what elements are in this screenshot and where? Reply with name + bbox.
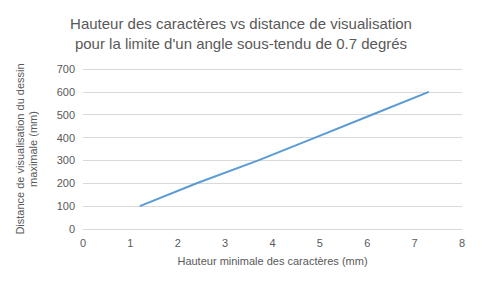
svg-text:400: 400 — [57, 132, 75, 144]
svg-text:Distance de visualisation du d: Distance de visualisation du dessin — [14, 63, 26, 234]
svg-text:0: 0 — [80, 237, 86, 249]
svg-text:6: 6 — [364, 237, 370, 249]
svg-text:maximale (mm): maximale (mm) — [27, 111, 39, 187]
svg-text:Hauteur des caractères vs dist: Hauteur des caractères vs distance de vi… — [70, 15, 412, 32]
svg-text:600: 600 — [57, 86, 75, 98]
svg-text:3: 3 — [222, 237, 228, 249]
svg-text:200: 200 — [57, 177, 75, 189]
svg-text:500: 500 — [57, 109, 75, 121]
svg-text:0: 0 — [69, 223, 75, 235]
svg-text:300: 300 — [57, 154, 75, 166]
svg-text:1: 1 — [127, 237, 133, 249]
svg-text:Hauteur minimale des caractère: Hauteur minimale des caractères (mm) — [177, 255, 367, 267]
svg-text:8: 8 — [459, 237, 465, 249]
svg-text:5: 5 — [317, 237, 323, 249]
svg-text:2: 2 — [175, 237, 181, 249]
svg-text:700: 700 — [57, 63, 75, 75]
svg-text:4: 4 — [269, 237, 275, 249]
svg-text:pour la limite d'un angle sous: pour la limite d'un angle sous-tendu de … — [75, 35, 407, 52]
svg-text:7: 7 — [412, 237, 418, 249]
svg-text:100: 100 — [57, 200, 75, 212]
